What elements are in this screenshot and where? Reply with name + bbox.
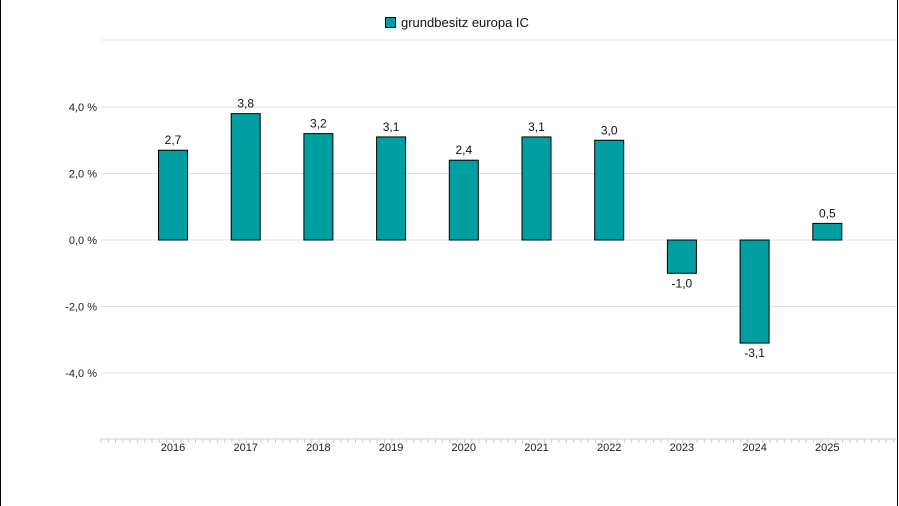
x-tick-label-2019: 2019 xyxy=(379,442,403,454)
data-label-2019: 3,1 xyxy=(383,120,400,134)
x-tick-label-2023: 2023 xyxy=(670,442,694,454)
data-label-2020: 2,4 xyxy=(455,143,472,157)
bar-2021[interactable] xyxy=(521,136,552,241)
y-tick-label: 2,0 % xyxy=(69,169,97,181)
x-tick-label-2020: 2020 xyxy=(452,442,476,454)
y-tick-label: 0,0 % xyxy=(69,235,97,247)
data-label-2025: 0,5 xyxy=(819,206,836,220)
legend-label: grundbesitz europa IC xyxy=(401,15,529,30)
x-tick-label-2016: 2016 xyxy=(161,442,185,454)
x-tick-label-2017: 2017 xyxy=(233,442,257,454)
bar-2023[interactable] xyxy=(666,239,697,274)
bar-2024[interactable] xyxy=(739,239,770,344)
bar-2019[interactable] xyxy=(376,136,407,241)
legend-swatch xyxy=(385,17,396,28)
data-label-2018: 3,2 xyxy=(310,117,327,131)
data-label-2024: -3,1 xyxy=(744,346,765,360)
y-tick-label: 4,0 % xyxy=(69,102,97,114)
bar-2017[interactable] xyxy=(230,113,261,241)
x-tick-label-2025: 2025 xyxy=(815,442,839,454)
bar-2025[interactable] xyxy=(812,222,843,241)
x-tick-label-2021: 2021 xyxy=(524,442,548,454)
x-tick-label-2022: 2022 xyxy=(597,442,621,454)
bar-2018[interactable] xyxy=(303,133,334,241)
x-tick-label-2024: 2024 xyxy=(742,442,766,454)
data-label-2017: 3,8 xyxy=(237,97,254,111)
data-label-2016: 2,7 xyxy=(165,133,182,147)
data-label-2023: -1,0 xyxy=(672,276,693,290)
bar-2016[interactable] xyxy=(158,149,188,241)
bar-2022[interactable] xyxy=(594,139,625,241)
data-label-2021: 3,1 xyxy=(528,120,545,134)
x-tick-label-2018: 2018 xyxy=(306,442,330,454)
y-tick-label: -4,0 % xyxy=(65,368,97,380)
y-tick-label: -2,0 % xyxy=(65,302,97,314)
data-label-2022: 3,0 xyxy=(601,123,618,137)
bar-2020[interactable] xyxy=(448,159,479,241)
legend[interactable]: grundbesitz europa IC xyxy=(385,15,529,30)
